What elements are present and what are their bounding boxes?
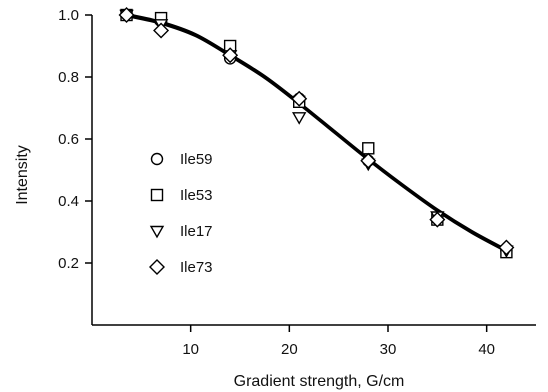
- data-point-ile73: [360, 152, 377, 169]
- ticks: 10 20 30 40 0.2 0.4 0.6 0.8 1.0: [58, 7, 495, 358]
- axes: [91, 15, 536, 326]
- legend-label: Ile53: [180, 187, 213, 204]
- legend-marker-ile73: [149, 259, 165, 275]
- data-point-ile17: [291, 112, 307, 125]
- data-point-ile73: [222, 47, 239, 64]
- y-tick-label: 0.2: [58, 255, 79, 272]
- x-tick-label: 20: [281, 341, 298, 358]
- legend-label: Ile73: [180, 259, 213, 276]
- legend-label: Ile17: [180, 223, 213, 240]
- y-tick-label: 0.4: [58, 193, 79, 210]
- y-axis-label: Intensity: [14, 145, 31, 205]
- y-tick-label: 1.0: [58, 7, 79, 24]
- x-tick-label: 10: [182, 341, 199, 358]
- fit-lines: [126, 12, 507, 253]
- legend-label: Ile59: [180, 151, 213, 168]
- data-points: [118, 7, 515, 259]
- y-tick-label: 0.6: [58, 131, 79, 148]
- x-axis-label: Gradient strength, G/cm: [234, 373, 405, 390]
- data-point-ile73: [118, 7, 135, 23]
- fit-curve: [126, 14, 507, 252]
- data-point-ile53: [362, 142, 375, 155]
- data-point-ile73: [498, 239, 515, 256]
- legend-marker-ile17: [149, 225, 165, 239]
- y-tick-label: 0.8: [58, 69, 79, 86]
- legend-marker-ile53: [150, 188, 164, 202]
- data-point-ile73: [429, 211, 446, 228]
- legend: Ile59 Ile53 Ile17 Ile73: [149, 151, 213, 276]
- data-point-ile73: [153, 22, 170, 39]
- x-tick-label: 30: [380, 341, 397, 358]
- data-point-ile73: [291, 90, 308, 107]
- fit-curve: [126, 12, 507, 251]
- x-tick-label: 40: [478, 341, 495, 358]
- legend-marker-ile59: [150, 152, 164, 166]
